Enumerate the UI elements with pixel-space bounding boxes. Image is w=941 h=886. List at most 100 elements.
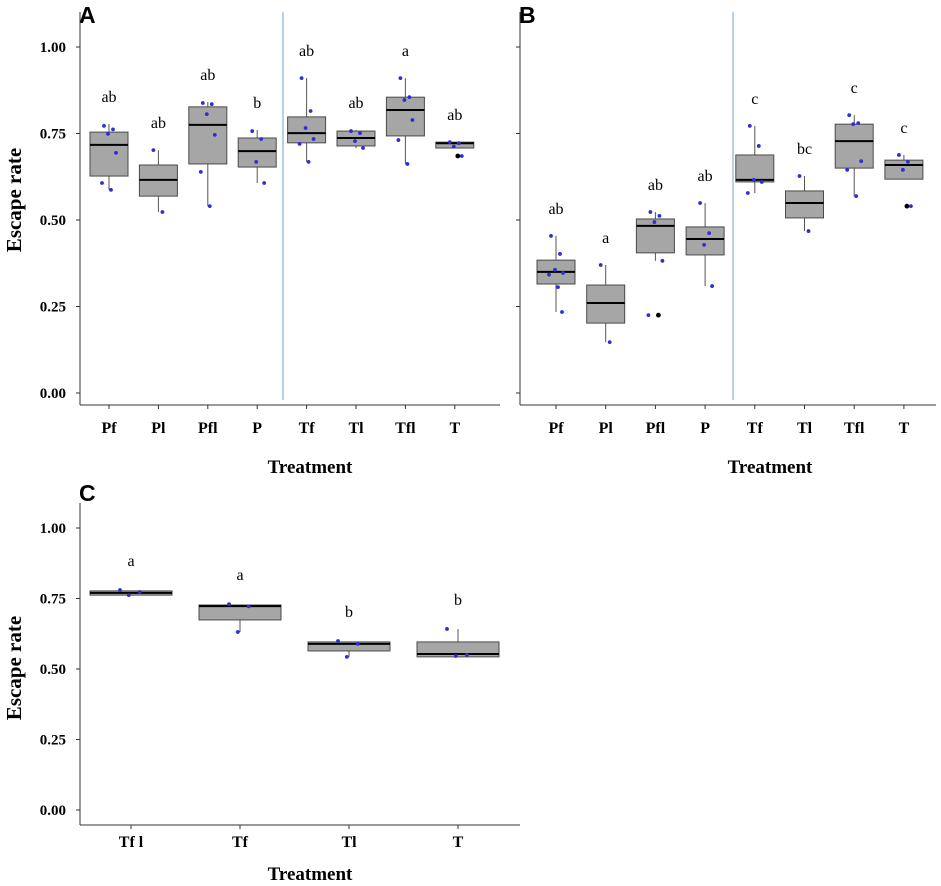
x-tick-label-B-2: Pfl xyxy=(646,420,666,437)
data-point-B-6-4 xyxy=(845,167,850,172)
x-tick-label-B-5: Tl xyxy=(797,420,813,437)
data-point-A-5-2 xyxy=(353,139,357,144)
data-point-B-1-0 xyxy=(598,263,603,267)
box-B-6 xyxy=(834,123,874,169)
data-point-C-1-1 xyxy=(246,604,251,609)
data-point-B-2-1 xyxy=(657,213,662,218)
x-tick-label-B-6: Tfl xyxy=(844,420,865,437)
data-point-A-1-1 xyxy=(160,210,165,214)
box-C-1 xyxy=(198,604,282,621)
box-C-2 xyxy=(307,641,391,652)
significance-letter-A-7: ab xyxy=(447,107,462,124)
data-point-B-1-1 xyxy=(607,340,612,345)
data-point-B-4-3 xyxy=(759,180,764,184)
panel-label-A: A xyxy=(79,2,96,28)
boxplot-B-6: c xyxy=(834,80,874,199)
significance-letter-A-0: ab xyxy=(101,89,116,106)
panel-label-B: B xyxy=(519,2,536,28)
data-point-A-6-4 xyxy=(396,138,401,142)
box-B-3 xyxy=(685,226,725,256)
panel-label-C: C xyxy=(79,480,96,506)
boxplot-B-5: bc xyxy=(785,141,824,233)
data-point-B-0-6 xyxy=(560,310,564,314)
box-A-2 xyxy=(188,106,228,165)
significance-letter-B-5: bc xyxy=(797,141,812,158)
boxplot-A-2: ab xyxy=(188,67,228,209)
significance-letter-B-2: ab xyxy=(648,177,663,194)
data-point-C-0-1 xyxy=(137,590,142,594)
box-B-4 xyxy=(735,154,775,183)
data-point-B-0-5 xyxy=(556,285,560,290)
data-point-B-4-0 xyxy=(747,123,752,128)
data-point-B-4-2 xyxy=(751,177,756,182)
data-point-B-2-2 xyxy=(652,220,657,224)
boxplot-A-1: ab xyxy=(138,115,178,214)
boxplot-B-1: a xyxy=(586,230,626,345)
data-point-A-3-1 xyxy=(259,137,264,141)
x-axis-title-A: Treatment xyxy=(268,457,353,478)
data-point-A-7-3 xyxy=(459,154,464,158)
data-point-B-0-2 xyxy=(553,267,557,272)
boxplot-B-4: c xyxy=(735,91,775,195)
data-point-A-2-4 xyxy=(198,170,203,174)
data-point-A-4-2 xyxy=(303,126,308,130)
y-tick-label-A-0: 0.00 xyxy=(40,386,66,402)
data-point-A-5-1 xyxy=(358,131,362,136)
y-tick-label-C-1: 0.25 xyxy=(40,733,66,749)
data-point-A-4-0 xyxy=(299,76,304,81)
data-point-C-1-0 xyxy=(227,602,231,607)
data-point-B-7-0 xyxy=(897,153,901,157)
significance-letter-C-1: a xyxy=(236,567,243,584)
data-point-A-5-3 xyxy=(361,146,365,150)
significance-letter-A-6: a xyxy=(402,43,409,60)
data-point-B-4-4 xyxy=(745,191,750,195)
data-point-A-6-1 xyxy=(407,95,412,100)
data-point-B-0-4 xyxy=(547,272,551,277)
data-point-B-5-0 xyxy=(797,174,802,178)
panel-C: C 0.00 0.25 0.50 0.75 1.00 Escape rate Treatmen… xyxy=(2,480,520,885)
data-point-B-3-1 xyxy=(707,231,711,236)
x-axis-title-C: Treatment xyxy=(268,864,353,885)
y-tick-label-C-2: 0.50 xyxy=(40,662,66,678)
boxplot-B-7: c xyxy=(884,120,924,209)
box-B-1 xyxy=(586,284,626,324)
boxplot-A-0: ab xyxy=(89,89,129,192)
x-tick-label-A-1: Pl xyxy=(151,420,166,437)
panel-B: B Treatment Pf Pl Pfl P Tf Tl Tfl Tab a ab ab c bc c c xyxy=(516,2,936,478)
boxplot-A-3: b xyxy=(237,95,277,185)
boxplot-C-1: a xyxy=(198,567,282,634)
x-tick-label-B-4: Tf xyxy=(747,420,764,437)
x-tick-label-C-1: Tf xyxy=(232,834,249,851)
x-tick-label-A-5: Tl xyxy=(348,420,364,437)
data-point-C-0-0 xyxy=(118,588,122,592)
data-point-C-2-1 xyxy=(355,642,360,646)
data-point-C-0-2 xyxy=(126,593,131,598)
y-axis-title-C: Escape rate xyxy=(2,616,26,720)
data-point-A-2-1 xyxy=(209,102,214,106)
data-point-A-4-5 xyxy=(306,159,311,164)
data-point-A-3-0 xyxy=(250,129,255,133)
x-tick-label-A-2: Pfl xyxy=(198,420,218,437)
y-tick-label-A-1: 0.25 xyxy=(40,300,66,316)
significance-letter-B-7: c xyxy=(900,120,907,137)
y-axis-title-A: Escape rate xyxy=(2,148,26,252)
box-A-6 xyxy=(385,96,425,137)
y-tick-label-A-2: 0.50 xyxy=(40,213,66,229)
data-point-A-2-2 xyxy=(204,112,209,117)
data-point-B-6-0 xyxy=(847,113,852,118)
data-point-C-2-2 xyxy=(344,654,349,659)
significance-letter-C-2: b xyxy=(345,604,353,621)
data-point-B-0-1 xyxy=(558,252,562,256)
box-B-5 xyxy=(785,190,824,219)
data-point-A-3-3 xyxy=(262,181,267,185)
significance-letter-A-5: ab xyxy=(348,95,363,112)
data-point-A-7-2 xyxy=(451,144,456,149)
x-tick-label-A-4: Tf xyxy=(299,420,316,437)
data-point-B-3-0 xyxy=(698,201,702,205)
boxplot-A-4: ab xyxy=(287,43,327,164)
x-tick-label-A-3: P xyxy=(252,420,262,437)
x-tick-label-B-3: P xyxy=(700,420,710,437)
data-point-B-7-1 xyxy=(906,159,910,164)
y-tick-label-C-4: 1.00 xyxy=(40,521,66,537)
data-point-B-3-2 xyxy=(702,243,706,247)
